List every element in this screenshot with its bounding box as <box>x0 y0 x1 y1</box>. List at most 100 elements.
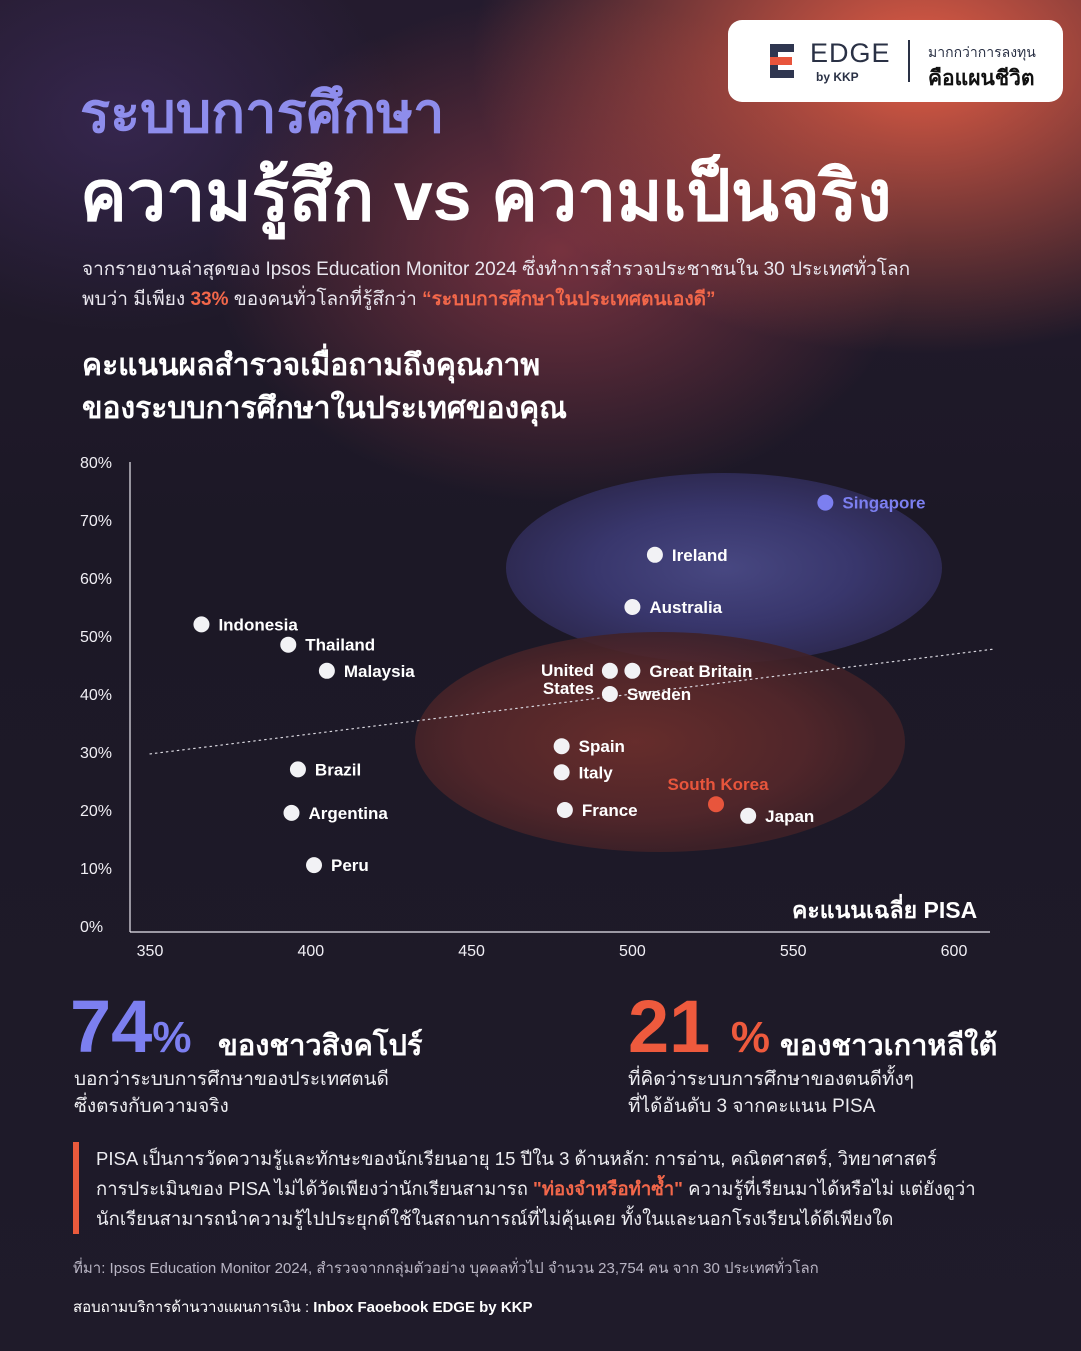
brand-sub: by KKP <box>816 70 859 84</box>
y-tick-label: 70% <box>80 513 112 530</box>
data-point <box>817 494 834 511</box>
y-tick-label: 60% <box>80 571 112 588</box>
source-text: ที่มา: Ipsos Education Monitor 2024, สำร… <box>73 1260 819 1277</box>
data-point <box>289 761 306 778</box>
chart-title-line1: คะแนนผลสำรวจเมื่อถามถึงคุณภาพ <box>82 349 541 382</box>
data-point <box>624 662 641 679</box>
data-point <box>708 796 725 813</box>
x-tick-label: 600 <box>941 943 968 960</box>
y-tick-label: 10% <box>80 861 112 878</box>
intro-line2-pre: พบว่า มีเพียง <box>82 289 186 310</box>
x-tick-label: 550 <box>780 943 807 960</box>
note-line2-post: ความรู้ที่เรียนมาได้หรือไม่ แต่ยังดูว่า <box>688 1178 976 1199</box>
data-label: Thailand <box>305 636 375 655</box>
data-point <box>553 764 570 781</box>
data-label: Japan <box>765 807 814 826</box>
stat-singapore-desc-1: บอกว่าระบบการศึกษาของประเทศตนดี <box>74 1069 389 1090</box>
y-tick-label: 80% <box>80 455 112 472</box>
scatter-chart: 0% 10% 20% 30% 40% 50% 60% 70% 80% 350 400 450 500 55… <box>80 455 994 960</box>
data-point <box>601 662 618 679</box>
intro-paragraph: จากรายงานล่าสุดของ Ipsos Education Monit… <box>82 255 1042 315</box>
data-label: Singapore <box>842 494 925 513</box>
x-axis-title: คะแนนเฉลี่ย PISA <box>792 897 978 923</box>
brand-divider <box>908 40 910 82</box>
data-point <box>280 636 297 653</box>
data-point <box>601 686 618 702</box>
trend-line <box>149 648 994 755</box>
note-accent-bar <box>73 1142 79 1234</box>
data-label: Italy <box>579 763 614 782</box>
intro-highlight-pct: 33% <box>190 289 229 310</box>
data-point <box>306 857 323 874</box>
data-point <box>283 804 300 821</box>
data-label: Sweden <box>627 685 691 704</box>
brand-tagline-1: มากกว่าการลงทุน <box>928 44 1036 60</box>
intro-line2-mid: ของคนทั่วโลกที่รู้สึกว่า <box>233 289 417 310</box>
page-title-line2: ความรู้สึก vs ความเป็นจริง <box>80 157 892 235</box>
note-line2-pre: การประเมินของ PISA ไม่ได้วัดเพียงว่านักเ… <box>96 1178 528 1199</box>
note-line2-highlight: "ท่องจำหรือทำซ้ำ" <box>533 1178 683 1199</box>
data-label: United <box>541 661 594 680</box>
stat-singapore-number: 74% <box>70 990 191 1075</box>
chart-title-line2: ของระบบการศึกษาในประเทศของคุณ <box>82 392 568 425</box>
edge-logo-icon <box>770 44 794 78</box>
stat-korea-desc: ที่คิดว่าระบบการศึกษาของตนดีทั้งๆ ที่ได้… <box>628 1066 914 1120</box>
stat-singapore-label: ของชาวสิงคโปร์ <box>218 1030 423 1062</box>
x-tick-label: 450 <box>458 943 485 960</box>
brand-tagline-2: คือแผนชีวิต <box>928 67 1035 90</box>
data-label: Peru <box>331 856 369 875</box>
data-point <box>624 599 641 615</box>
data-point <box>556 802 573 818</box>
brand-logo-card: EDGE by KKP มากกว่าการลงทุน คือแผนชีวิต <box>728 20 1063 102</box>
data-point <box>318 662 335 679</box>
cluster-ellipse-low <box>415 632 905 852</box>
data-point <box>646 546 663 563</box>
stat-korea-pct: % <box>730 1013 770 1062</box>
contact-line: สอบถามบริการด้านวางแผนการเงิน : Inbox Fa… <box>73 1295 533 1319</box>
contact-facebook-link[interactable]: Inbox Faoebook EDGE by KKP <box>313 1299 533 1316</box>
data-label: States <box>543 679 594 698</box>
intro-line1: จากรายงานล่าสุดของ Ipsos Education Monit… <box>82 259 911 280</box>
y-tick-label: 40% <box>80 687 112 704</box>
cluster-ellipse-high <box>506 473 942 663</box>
note-line2: การประเมินของ PISA ไม่ได้วัดเพียงว่านักเ… <box>96 1174 1046 1204</box>
data-label: Malaysia <box>344 662 415 681</box>
intro-highlight-quote: “ระบบการศึกษาในประเทศตนเองดี” <box>422 289 716 310</box>
stat-korea-label: ของชาวเกาหลีใต้ <box>780 1030 998 1062</box>
x-tick-label: 400 <box>297 943 324 960</box>
stat-korea-number: 21 % <box>628 990 770 1075</box>
data-label: Spain <box>579 737 625 756</box>
data-label: South Korea <box>667 775 769 794</box>
y-tick-label: 0% <box>80 919 103 936</box>
chart-title: คะแนนผลสำรวจเมื่อถามถึงคุณภาพ ของระบบการ… <box>82 344 567 430</box>
data-label: Brazil <box>315 760 361 779</box>
data-point <box>553 738 570 755</box>
intro-line2: พบว่า มีเพียง 33% ของคนทั่วโลกที่รู้สึกว… <box>82 285 1042 315</box>
data-label: Australia <box>649 598 722 617</box>
data-label: Argentina <box>309 804 389 823</box>
stat-singapore-value: 74 <box>70 985 153 1068</box>
data-label: Great Britain <box>649 662 752 681</box>
y-tick-label: 20% <box>80 803 112 820</box>
data-label: Indonesia <box>218 615 298 634</box>
stat-singapore-desc: บอกว่าระบบการศึกษาของประเทศตนดี ซึ่งตรงก… <box>74 1066 389 1120</box>
pisa-note: PISA เป็นการวัดความรู้และทักษะของนักเรีย… <box>96 1144 1046 1234</box>
note-line1: PISA เป็นการวัดความรู้และทักษะของนักเรีย… <box>96 1148 937 1169</box>
data-point <box>740 807 757 824</box>
data-point <box>193 616 210 633</box>
note-line3: นักเรียนสามารถนำความรู้ไปประยุกต์ใช้ในสถ… <box>96 1208 894 1229</box>
x-tick-label: 500 <box>619 943 646 960</box>
stat-korea-desc-1: ที่คิดว่าระบบการศึกษาของตนดีทั้งๆ <box>628 1069 914 1090</box>
y-tick-label: 50% <box>80 629 112 646</box>
x-tick-label: 350 <box>137 943 164 960</box>
y-tick-label: 30% <box>80 745 112 762</box>
stat-singapore-pct: % <box>152 1013 192 1062</box>
stat-korea-desc-2: ที่ได้อันดับ 3 จากคะแนน PISA <box>628 1096 876 1117</box>
data-label: France <box>582 801 638 820</box>
stat-singapore-desc-2: ซึ่งตรงกับความจริง <box>74 1096 229 1117</box>
stat-korea-value: 21 <box>628 985 711 1068</box>
brand-name: EDGE <box>810 38 891 68</box>
contact-prefix: สอบถามบริการด้านวางแผนการเงิน : <box>73 1299 310 1316</box>
page-title-line1: ระบบการศึกษา <box>80 81 445 144</box>
data-label: Ireland <box>672 546 728 565</box>
